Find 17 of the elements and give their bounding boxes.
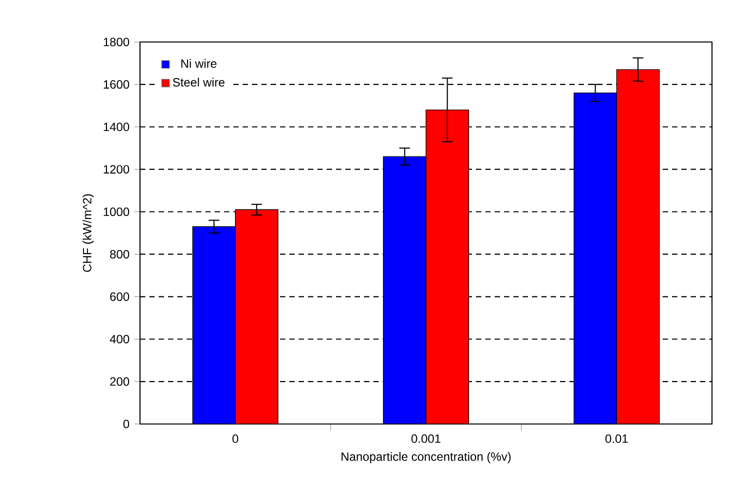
y-tick-label: 200: [110, 377, 130, 386]
y-axis-title: CHF (kW/m^2): [82, 194, 94, 272]
y-tick-label: 800: [110, 250, 130, 258]
y-tick-label: 1200: [104, 165, 130, 174]
y-tick-label: 0: [123, 420, 130, 428]
y-tick-label: 600: [110, 292, 130, 301]
legend-label: Steel wire: [172, 78, 224, 87]
y-tick-label: 1800: [104, 38, 130, 46]
x-tick-label: 0: [232, 434, 238, 443]
x-axis-title: Nanoparticle concentration (%v): [342, 452, 511, 464]
y-tick-label: 400: [110, 334, 130, 344]
x-tick-label: 0.001: [411, 434, 440, 443]
y-tick-label: 1600: [104, 80, 130, 89]
y-tick-label: 1400: [104, 122, 130, 132]
y-tick-label: 1000: [104, 208, 130, 216]
legend-label: Ni wire: [181, 59, 216, 68]
x-tick-label: 0.01: [605, 434, 628, 443]
